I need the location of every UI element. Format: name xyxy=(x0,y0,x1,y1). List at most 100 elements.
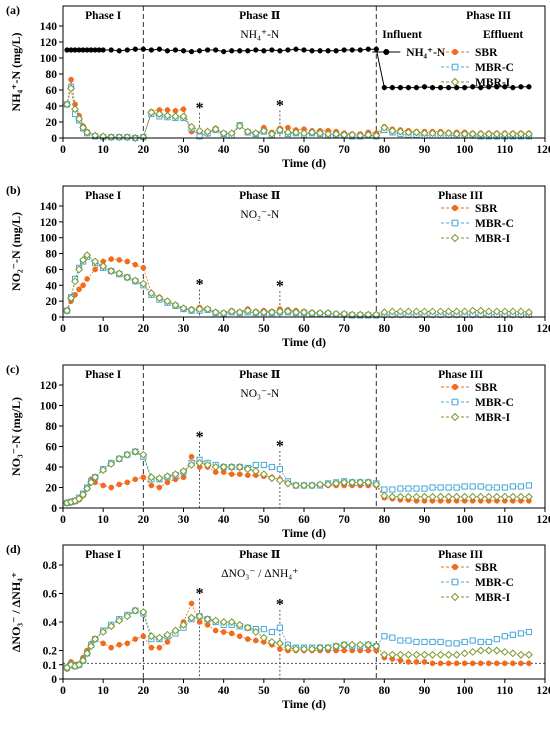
data-point xyxy=(107,622,116,631)
data-point xyxy=(508,492,517,501)
data-point xyxy=(333,48,339,54)
data-point xyxy=(180,48,187,54)
data-point xyxy=(251,308,260,317)
data-point xyxy=(460,130,469,138)
data-point xyxy=(63,100,71,109)
data-point xyxy=(108,256,115,262)
legend-label: MBR-C xyxy=(475,218,514,230)
data-point xyxy=(381,84,387,91)
data-point xyxy=(179,112,188,121)
y-tick-label: 20 xyxy=(46,117,58,129)
data-point xyxy=(71,277,80,286)
data-point xyxy=(309,48,315,54)
y-tick-label: 0 xyxy=(51,133,57,145)
data-point xyxy=(381,486,388,493)
data-point xyxy=(405,659,412,665)
data-point xyxy=(187,613,196,622)
data-point xyxy=(116,48,122,54)
y-tick-label: 0 xyxy=(51,503,57,515)
data-point xyxy=(508,130,517,138)
data-point xyxy=(123,133,132,142)
x-tick-label: 10 xyxy=(97,144,109,156)
series-line xyxy=(66,258,529,316)
x-tick-label: 0 xyxy=(60,144,66,156)
legend-marker xyxy=(450,233,460,243)
series-line xyxy=(66,602,529,670)
data-point xyxy=(444,307,453,316)
y-tick-label: 40 xyxy=(46,280,58,292)
data-point xyxy=(518,84,524,90)
data-point xyxy=(116,481,123,488)
data-point xyxy=(404,650,413,659)
x-tick-label: 120 xyxy=(536,323,550,335)
data-point xyxy=(300,308,308,317)
y-tick-label: 40 xyxy=(46,462,58,474)
plot-frame xyxy=(62,5,546,139)
data-point xyxy=(83,649,92,658)
data-point xyxy=(324,309,333,317)
data-point xyxy=(405,485,412,492)
data-point xyxy=(301,47,307,53)
data-point xyxy=(91,257,100,266)
data-point xyxy=(211,125,220,134)
data-point xyxy=(87,642,96,651)
data-point xyxy=(243,306,252,315)
asterisk-mark: * xyxy=(196,585,204,602)
x-tick-label: 50 xyxy=(258,323,270,335)
legend-label: NH₄⁺-N xyxy=(406,47,446,59)
data-point xyxy=(108,644,115,651)
data-point xyxy=(283,128,292,137)
data-point xyxy=(356,131,365,140)
data-point xyxy=(68,76,74,83)
data-point xyxy=(292,128,300,137)
data-point xyxy=(484,130,493,138)
data-point xyxy=(132,261,139,268)
x-tick-label: 10 xyxy=(97,514,109,526)
data-point xyxy=(163,297,172,306)
legend-header: Influent xyxy=(382,29,422,41)
data-point xyxy=(493,636,500,643)
data-point xyxy=(171,470,180,479)
data-point xyxy=(124,640,131,647)
data-point xyxy=(502,84,508,90)
data-point xyxy=(100,482,107,489)
legend: SBR MBR-C MBR-I xyxy=(441,203,514,245)
data-point xyxy=(91,635,100,644)
phase-label: Phase Ⅱ xyxy=(239,369,281,381)
data-point xyxy=(476,492,485,501)
x-tick-label: 70 xyxy=(338,685,350,697)
data-point xyxy=(525,482,533,489)
data-point xyxy=(461,660,468,667)
data-point xyxy=(484,492,493,501)
y-axis-label: NH₄⁺-N (mg/L) xyxy=(9,33,23,112)
data-point xyxy=(452,307,461,316)
data-point xyxy=(171,112,180,121)
data-point xyxy=(84,276,90,282)
data-point xyxy=(275,126,284,134)
data-point xyxy=(477,483,484,490)
data-point xyxy=(156,484,163,491)
x-tick-label: 30 xyxy=(178,685,190,697)
series-mbr-i xyxy=(63,606,533,672)
data-point xyxy=(132,636,139,642)
data-point xyxy=(413,659,420,665)
data-point xyxy=(79,255,88,264)
data-point xyxy=(244,636,251,642)
data-point xyxy=(99,262,108,271)
data-point xyxy=(300,481,308,490)
y-tick-label: 80 xyxy=(46,421,58,433)
data-point xyxy=(476,646,485,655)
data-point xyxy=(76,286,82,293)
panel-label: (b) xyxy=(6,183,21,197)
data-point xyxy=(243,127,252,136)
data-point xyxy=(140,633,147,640)
data-point xyxy=(517,483,524,490)
asterisk-mark: * xyxy=(276,438,284,455)
legend-label: SBR xyxy=(475,47,498,59)
data-point xyxy=(372,131,381,140)
x-tick-label: 80 xyxy=(379,685,391,697)
data-point xyxy=(71,105,80,114)
data-point xyxy=(75,265,84,274)
data-point xyxy=(405,84,412,91)
data-point xyxy=(340,640,349,649)
